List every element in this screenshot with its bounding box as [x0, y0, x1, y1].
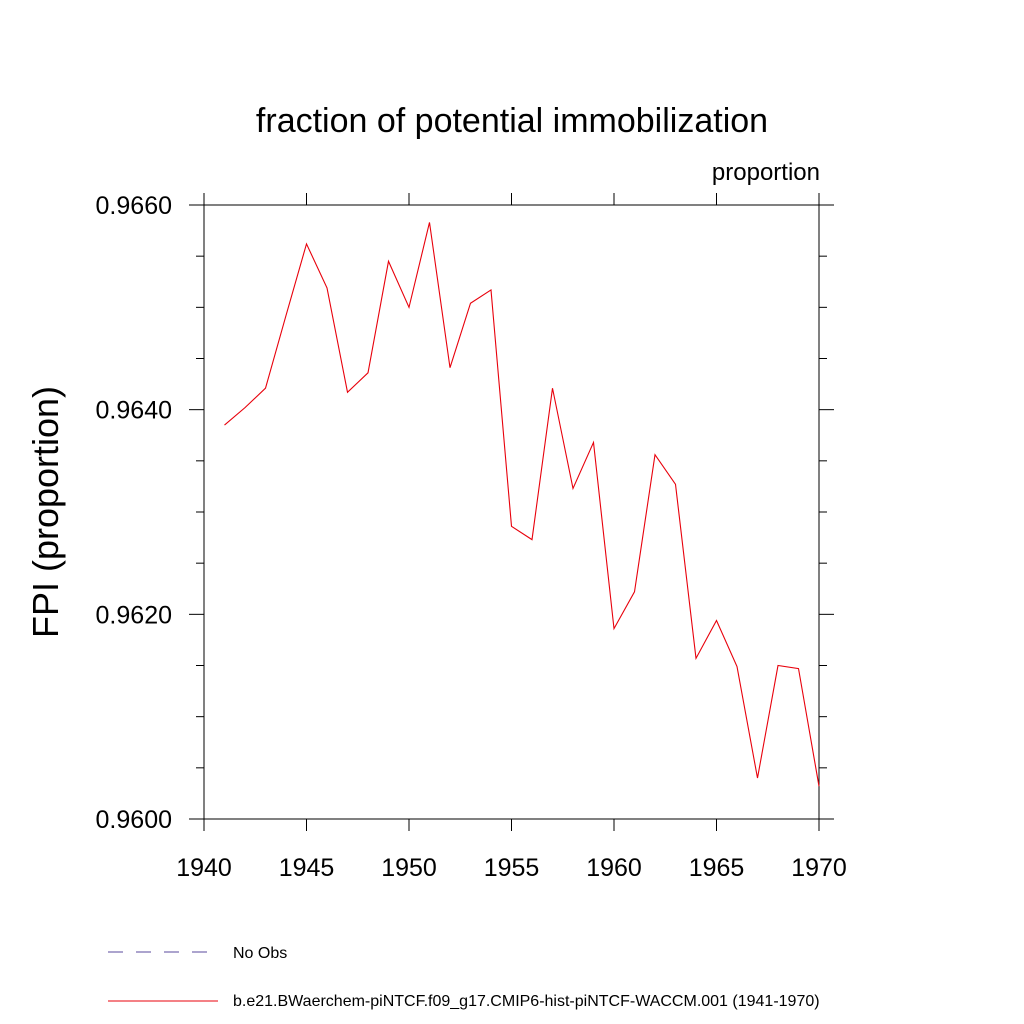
plot-frame: [203, 204, 820, 820]
x-tick-label: 1960: [586, 854, 642, 882]
legend-label-model-run: b.e21.BWaerchem-piNTCF.f09_g17.CMIP6-his…: [233, 993, 820, 1010]
x-axis-ticks: 1940 1945 1950 1955 1960 1965 1970: [176, 193, 847, 882]
chart-title: fraction of potential immobilization: [256, 102, 768, 140]
y-tick-label: 0.9660: [96, 192, 172, 220]
x-tick-label: 1945: [279, 854, 335, 882]
x-tick-label: 1965: [689, 854, 745, 882]
series-line-model-run: [224, 222, 820, 787]
y-axis-label: FPI (proportion): [25, 386, 66, 638]
series-layer: [224, 222, 820, 787]
legend-label-no-obs: No Obs: [233, 945, 287, 962]
y-tick-label: 0.9620: [96, 601, 172, 629]
y-tick-label: 0.9600: [96, 806, 172, 834]
legend: No Obs b.e21.BWaerchem-piNTCF.f09_g17.CM…: [108, 945, 820, 1010]
x-tick-label: 1940: [176, 854, 232, 882]
y-axis-ticks: 0.9600 0.9620 0.9640 0.9660: [96, 192, 834, 834]
units-label: proportion: [712, 159, 820, 186]
x-tick-label: 1955: [484, 854, 540, 882]
x-tick-label: 1970: [791, 854, 847, 882]
x-tick-label: 1950: [381, 854, 437, 882]
y-tick-label: 0.9640: [96, 397, 172, 425]
